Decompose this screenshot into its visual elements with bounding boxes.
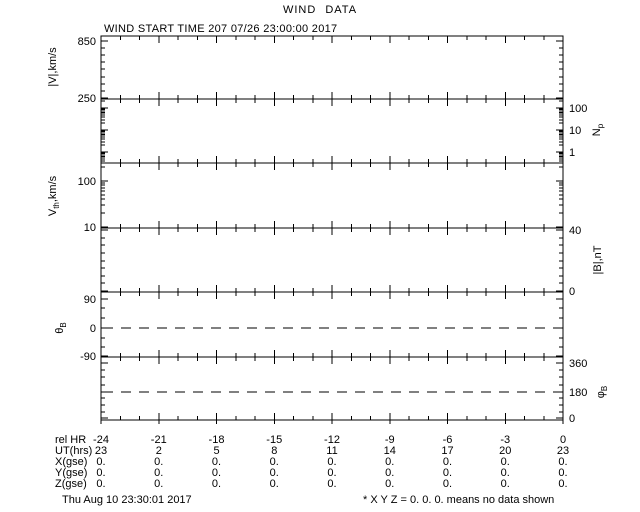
table-cell: 2 (155, 445, 162, 457)
table-row-label: X(gse) (55, 456, 88, 468)
table-cell: 0. (500, 456, 510, 468)
y-tick-label-phi-b: 0 (569, 413, 575, 425)
table-cell: 8 (271, 445, 278, 457)
axis-title-proton-density: Np (591, 123, 605, 136)
table-cell: 0. (269, 467, 279, 479)
table-cell: 0. (269, 478, 279, 490)
y-tick-label-theta-b: 0 (90, 323, 96, 335)
y-tick-label-speed: 250 (78, 93, 96, 105)
table-cell: 0. (211, 478, 222, 490)
table-cell: 0. (500, 478, 510, 490)
table-cell: 0 (559, 434, 567, 446)
table-cell: 0. (154, 456, 164, 468)
y-tick-label-phi-b: 360 (569, 358, 587, 370)
table-row-label: Z(gse) (55, 478, 87, 490)
y-tick-label-thermal-speed: 100 (78, 176, 96, 188)
table-row-label: Y(gse) (55, 467, 88, 479)
table-cell: 11 (326, 445, 338, 457)
table-cell: 0. (385, 478, 395, 490)
axis-title-thermal-speed: Vth,km/s (47, 175, 61, 216)
table-cell: 0. (327, 467, 337, 479)
table-cell: 0. (500, 467, 510, 479)
table-cell: -9 (384, 434, 395, 446)
y-tick-label-proton-density: 10 (569, 125, 581, 137)
y-tick-label-phi-b: 180 (569, 387, 587, 399)
table-cell: 0. (96, 456, 106, 468)
table-cell: 0. (442, 478, 453, 490)
y-tick-label-thermal-speed: 10 (84, 222, 96, 234)
y-tick-label-b-magnitude: 40 (569, 225, 581, 237)
generated-timestamp: Thu Aug 10 23:30:01 2017 (62, 494, 192, 506)
table-cell: 23 (94, 445, 108, 457)
table-cell: 0. (558, 456, 568, 468)
table-cell: 17 (441, 445, 454, 457)
table-cell: 20 (499, 445, 512, 457)
table-cell: 0. (96, 478, 106, 490)
table-cell: -15 (266, 434, 283, 446)
table-cell: 0. (211, 467, 222, 479)
table-cell: 23 (556, 445, 570, 457)
y-tick-label-theta-b: 90 (84, 294, 96, 306)
table-cell: 0. (211, 456, 222, 468)
table-cell: 0. (558, 467, 568, 479)
table-cell: 0. (385, 456, 395, 468)
y-tick-label-theta-b: -90 (80, 351, 96, 363)
table-cell: -21 (150, 434, 167, 446)
y-tick-label-speed: 850 (78, 36, 96, 48)
table-cell: 0. (442, 456, 453, 468)
table-cell: 5 (213, 445, 220, 457)
table-cell: 0. (96, 467, 106, 479)
table-row-label: UT(hrs) (55, 445, 93, 457)
start-time-label: WIND START TIME 207 07/26 23:00:00 2017 (104, 23, 338, 35)
table-cell: 0. (154, 478, 164, 490)
axis-title-b-magnitude: |B|,nT (592, 245, 604, 274)
y-tick-label-b-magnitude: 0 (569, 286, 575, 298)
no-data-note: * X Y Z = 0. 0. 0. means no data shown (363, 494, 555, 506)
table-cell: -18 (208, 434, 225, 446)
table-cell: 14 (383, 445, 396, 457)
table-cell: -3 (500, 434, 511, 446)
axis-title-phi-b: φB (595, 386, 609, 398)
table-cell: 0. (385, 467, 395, 479)
y-tick-label-proton-density: 100 (569, 103, 587, 115)
page-title: WIND DATA (282, 4, 358, 16)
table-cell: -12 (324, 434, 340, 446)
table-cell: 0. (154, 467, 164, 479)
table-cell: 0. (327, 456, 337, 468)
axis-title-theta-b: θB (54, 322, 68, 333)
axis-title-speed: |V|,km/s (47, 47, 59, 87)
table-cell: -24 (93, 434, 109, 446)
y-tick-label-proton-density: 1 (569, 147, 575, 159)
table-cell: 0. (327, 478, 337, 490)
table-cell: 0. (442, 467, 453, 479)
table-cell: -6 (442, 434, 453, 446)
table-cell: 0. (269, 456, 279, 468)
table-row-label: rel HR (55, 434, 87, 446)
table-cell: 0. (558, 478, 568, 490)
